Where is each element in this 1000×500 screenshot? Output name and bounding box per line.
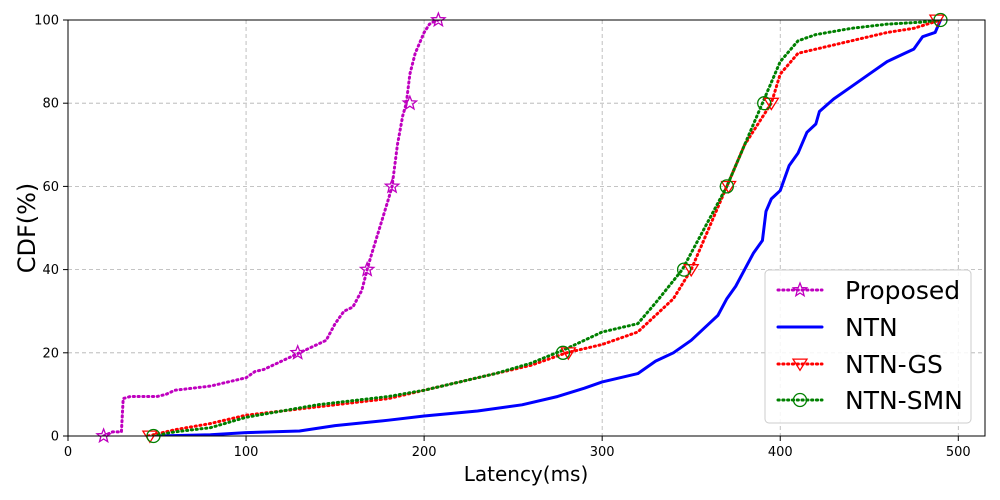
x-tick-label: 500 [946,445,971,460]
series-marker-proposed [429,11,447,28]
plot-frame [67,19,986,437]
legend-marker-ntn-smn [792,392,808,408]
x-tick-label: 200 [412,445,437,460]
x-tick-label: 100 [234,445,259,460]
series-line-ntn [155,20,942,436]
legend-marker-ntn-gs [791,358,809,372]
axis-ticks: 0 100 200 300 400 500 0 20 40 60 80 100 [34,14,971,461]
series-marker-proposed [95,427,112,444]
series-marker-ntn-smn [757,96,772,111]
y-tick-label: 100 [34,14,59,29]
x-tick-label: 0 [64,445,72,460]
legend-label-ntn-smn: NTN-SMN [845,386,963,415]
y-tick-label: 60 [42,180,59,195]
series-marker-proposed [401,94,419,111]
y-tick-label: 40 [42,263,59,278]
series-marker-ntn-gs [683,264,700,278]
legend-label-ntn: NTN [845,313,898,342]
x-axis-label: Latency(ms) [464,462,589,486]
y-axis-label: CDF(%) [13,183,41,274]
y-tick-label: 20 [42,346,59,361]
legend-label-proposed: Proposed [845,276,960,305]
series-marker-ntn-gs [141,430,159,444]
series-marker-proposed [383,177,401,194]
series-lines [102,20,942,436]
y-tick-label: 80 [42,97,59,112]
series-marker-ntn-gs [560,347,577,361]
legend-marker-proposed [791,281,809,298]
legend: Proposed NTN NTN-GS NTN-SMN [764,269,972,424]
series-marker-ntn-gs [763,97,780,111]
series-marker-proposed [358,260,376,277]
series-marker-proposed [289,343,307,360]
x-tick-label: 300 [590,445,615,460]
x-tick-label: 400 [768,445,793,460]
legend-box [764,269,972,424]
series-marker-ntn-smn [555,345,571,360]
y-tick-label: 0 [51,430,59,445]
legend-label-ntn-gs: NTN-GS [845,350,943,379]
series-line-ntn-smn [151,20,942,436]
series-line-proposed [102,20,440,436]
series-marker-ntn-smn [676,262,692,277]
series-marker-ntn-gs [720,180,737,194]
series-marker-ntn-smn [719,179,734,194]
